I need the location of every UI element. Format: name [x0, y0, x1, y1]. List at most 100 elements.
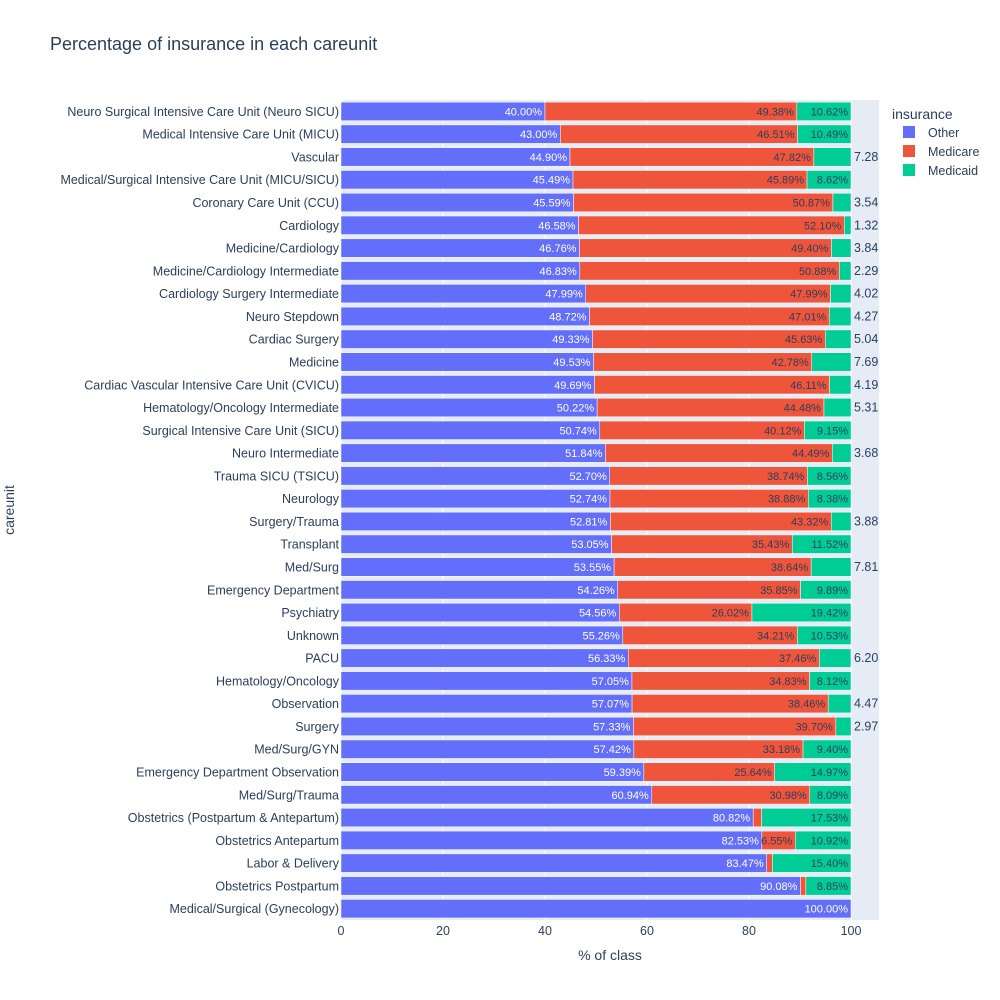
category-label: Med/Surg — [285, 560, 339, 574]
bar-medicaid[interactable] — [809, 785, 852, 805]
bar-medicaid[interactable] — [795, 830, 852, 850]
bar-medicaid[interactable] — [832, 443, 852, 463]
bar-other[interactable] — [340, 580, 618, 600]
bar-medicaid[interactable] — [830, 284, 852, 304]
category-label: Trauma SICU (TSICU) — [214, 469, 339, 483]
data-label-medicaid: 2.29 — [854, 264, 878, 278]
data-label-other: 46.58% — [538, 220, 576, 232]
bar-other[interactable] — [340, 899, 852, 919]
data-label-other: 53.05% — [571, 539, 609, 551]
bar-medicaid[interactable] — [774, 762, 852, 782]
data-label-medicare: 35.85% — [760, 585, 798, 597]
bar-medicaid[interactable] — [802, 739, 852, 759]
category-label: Neurology — [282, 492, 340, 506]
bar-other[interactable] — [340, 739, 635, 759]
bar-medicaid[interactable] — [791, 534, 852, 554]
data-label-medicaid: 8.38% — [817, 494, 848, 506]
bar-medicaid[interactable] — [805, 876, 852, 896]
bar-other[interactable] — [340, 694, 633, 714]
bar-medicaid[interactable] — [819, 648, 852, 668]
bar-medicaid[interactable] — [832, 193, 852, 213]
x-tick-label: 0 — [338, 924, 345, 938]
bar-medicaid[interactable] — [806, 170, 852, 190]
data-label-medicare: 30.98% — [769, 790, 807, 802]
legend-item-other[interactable]: Other — [903, 126, 959, 140]
data-label-medicaid: 2.97 — [854, 719, 878, 733]
bar-medicaid[interactable] — [828, 306, 852, 326]
category-label: Med/Surg/GYN — [254, 743, 339, 757]
data-label-medicare: 38.64% — [771, 562, 809, 574]
bar-other[interactable] — [340, 625, 624, 645]
data-label-other: 46.76% — [539, 243, 577, 255]
legend-label-other: Other — [928, 126, 959, 140]
bar-other[interactable] — [340, 853, 767, 873]
bar-medicaid[interactable] — [844, 215, 852, 235]
data-label-medicare: 45.63% — [785, 334, 823, 346]
data-label-other: 49.53% — [553, 357, 591, 369]
bar-medicaid[interactable] — [804, 420, 852, 440]
legend-label-medicare: Medicare — [928, 145, 979, 159]
data-label-medicaid: 3.54 — [854, 196, 878, 210]
bar-medicaid[interactable] — [797, 625, 852, 645]
data-label-medicare: 40.12% — [764, 425, 802, 437]
bar-other[interactable] — [340, 876, 801, 896]
bar-medicaid[interactable] — [751, 603, 852, 623]
bar-other[interactable] — [340, 830, 763, 850]
bar-medicaid[interactable] — [809, 671, 852, 691]
bar-other[interactable] — [340, 603, 620, 623]
legend-item-medicare[interactable]: Medicare — [903, 145, 979, 159]
bar-medicaid[interactable] — [772, 853, 852, 873]
bar-medicaid[interactable] — [796, 101, 852, 121]
bar-other[interactable] — [340, 762, 645, 782]
category-label: Medicine/Cardiology — [226, 242, 340, 256]
data-label-medicaid: 14.97% — [811, 767, 849, 779]
category-label: Cardiac Vascular Intensive Care Unit (CV… — [84, 378, 339, 392]
y-axis-title: careunit — [1, 485, 17, 535]
bar-medicaid[interactable] — [797, 124, 852, 144]
data-label-medicaid: 17.53% — [811, 813, 849, 825]
data-label-medicaid: 7.28 — [854, 150, 878, 164]
category-label: Emergency Department — [207, 583, 340, 597]
category-label: Medical Intensive Care Unit (MICU) — [142, 128, 339, 142]
data-label-medicaid: 8.12% — [817, 676, 848, 688]
bar-medicaid[interactable] — [831, 511, 852, 531]
bar-medicare[interactable] — [766, 853, 773, 873]
legend-swatch-medicare — [903, 145, 915, 157]
bar-medicaid[interactable] — [807, 466, 852, 486]
bar-other[interactable] — [340, 716, 634, 736]
bar-other[interactable] — [340, 785, 653, 805]
category-label: Obstetrics Postpartum — [215, 879, 339, 893]
bar-medicare[interactable] — [752, 808, 762, 828]
category-label: Medical/Surgical Intensive Care Unit (MI… — [60, 173, 339, 187]
data-label-medicaid: 15.40% — [811, 858, 849, 870]
bar-medicaid[interactable] — [761, 808, 852, 828]
bar-medicaid[interactable] — [839, 261, 852, 281]
data-label-other: 49.69% — [554, 380, 592, 392]
bar-medicaid[interactable] — [831, 238, 852, 258]
category-label: PACU — [305, 652, 339, 666]
bar-medicaid[interactable] — [835, 716, 852, 736]
bar-other[interactable] — [340, 648, 629, 668]
legend: insurance Other Medicare Medicaid — [892, 106, 979, 178]
y-axis-category-labels: Neuro Surgical Intensive Care Unit (Neur… — [60, 105, 339, 916]
bar-medicaid[interactable] — [811, 352, 852, 372]
bar-medicaid[interactable] — [827, 694, 852, 714]
legend-swatch-other — [903, 126, 915, 138]
legend-item-medicaid[interactable]: Medicaid — [903, 164, 978, 178]
bar-medicaid[interactable] — [808, 489, 852, 509]
bar-medicaid[interactable] — [813, 147, 852, 167]
data-label-medicaid: 10.62% — [811, 106, 849, 118]
bar-medicaid[interactable] — [800, 580, 852, 600]
bar-other[interactable] — [340, 671, 633, 691]
data-label-medicaid: 7.81 — [854, 560, 878, 574]
category-label: Medical/Surgical (Gynecology) — [169, 902, 339, 916]
bar-medicaid[interactable] — [810, 557, 852, 577]
bar-other[interactable] — [340, 808, 754, 828]
bar-medicaid[interactable] — [823, 398, 852, 418]
bar-medicaid[interactable] — [829, 375, 852, 395]
bar-medicaid[interactable] — [825, 329, 852, 349]
category-label: Surgery — [295, 720, 340, 734]
category-label: Transplant — [280, 538, 339, 552]
bar-medicare[interactable] — [800, 876, 807, 896]
